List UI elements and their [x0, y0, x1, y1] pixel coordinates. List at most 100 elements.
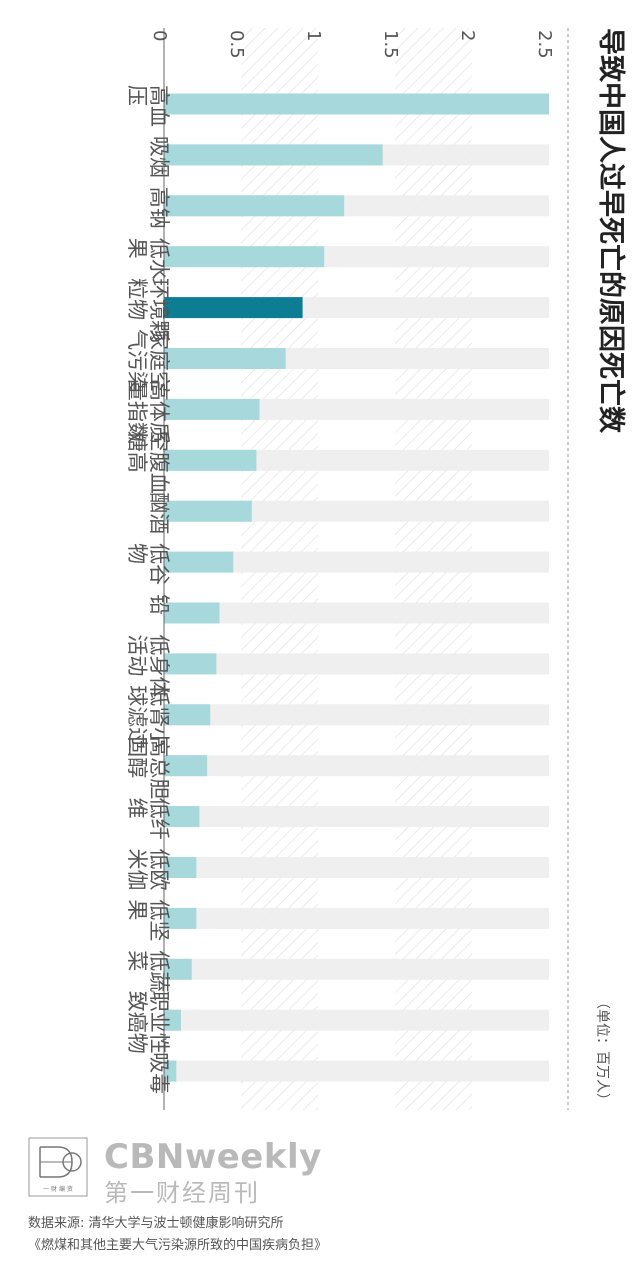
- unit-label: （单位：百万人）: [594, 995, 610, 1107]
- category-labels: 高血压吸烟高钠低水果环境颗粒物家庭空气污染高体质量指数空腹血糖高酗酒低谷物铅低身…: [125, 85, 171, 1094]
- category-label-text: 菜: [125, 950, 149, 971]
- category-label-text: 果: [125, 899, 149, 920]
- tick-label: 2: [457, 30, 478, 41]
- category-label-text: 低身体: [147, 634, 171, 697]
- bar-track: [164, 1060, 549, 1082]
- bar: [164, 602, 220, 624]
- bar: [164, 93, 549, 115]
- bar-track: [164, 1009, 549, 1031]
- category-label-text: 固醇: [125, 736, 149, 778]
- category-label-text: 吸烟: [147, 136, 171, 178]
- category-label-text: 低水: [147, 238, 171, 280]
- bar: [164, 449, 257, 471]
- category-label-text: 低纤: [147, 798, 171, 840]
- bar-track: [164, 500, 549, 522]
- category-label-text: 酗酒: [147, 492, 171, 534]
- category-label-text: 低坚: [147, 899, 171, 941]
- tick-label: 1: [303, 30, 324, 41]
- bar: [164, 144, 383, 166]
- bar: [164, 704, 211, 726]
- category-label-text: 空腹血: [147, 431, 171, 494]
- bar: [164, 551, 234, 573]
- category-label: 吸烟: [147, 136, 171, 178]
- category-label-text: 球滤过: [125, 685, 149, 748]
- bar: [164, 958, 192, 980]
- bars: [164, 93, 549, 1082]
- bar: [164, 195, 345, 217]
- source-line-2: 《燃煤和其他主要大气污染源所致的中国疾病负担》: [28, 1238, 328, 1253]
- category-label-text: 吸毒: [147, 1052, 171, 1094]
- data-source: 数据来源: 清华大学与波士顿健康影响研究所 《燃煤和其他主要大气污染源所致的中国…: [28, 1213, 327, 1257]
- chart: 0 0.5 1 1.5 2 2.5 高血压吸烟高钠低水果环境颗粒物家庭空气污染高体质量指数…: [125, 28, 627, 1110]
- category-label-text: 低肾小: [147, 685, 171, 748]
- bar: [164, 398, 260, 420]
- category-label: 铅: [147, 594, 171, 615]
- bar-tracks: [164, 93, 549, 1082]
- category-label-text: 维: [125, 798, 149, 819]
- category-label: 低谷物: [125, 543, 171, 585]
- category-label-text: 家庭空: [147, 329, 171, 392]
- bar-track: [164, 449, 549, 471]
- category-label: 酗酒: [147, 492, 171, 534]
- category-label-text: 物: [125, 543, 149, 564]
- bar: [164, 806, 200, 828]
- footer: 一 财 编 资 CBNweekly 第一财经周刊 数据来源: 清华大学与波士顿健…: [0, 1125, 640, 1271]
- category-label-text: 糖高: [125, 431, 149, 473]
- category-label-text: 低欧: [147, 849, 171, 891]
- bar: [164, 1009, 181, 1031]
- bar-track: [164, 806, 549, 828]
- bar: [164, 907, 197, 929]
- bar-track: [164, 958, 549, 980]
- category-label-text: 铅: [147, 594, 171, 615]
- category-label-text: 气污染: [125, 329, 149, 392]
- bar-track: [164, 755, 549, 777]
- bar: [164, 348, 286, 369]
- category-label-text: 量指数: [125, 380, 149, 443]
- cbn-logo-icon: 一 财 编 资: [28, 1137, 88, 1197]
- bar-track: [164, 907, 549, 929]
- bar-track: [164, 857, 549, 878]
- tick-label: 1.5: [380, 30, 401, 59]
- category-label: 吸毒: [147, 1052, 171, 1094]
- category-label: 高血压: [125, 85, 171, 127]
- bar-track: [164, 398, 549, 420]
- category-label-text: 低谷: [147, 543, 171, 585]
- bar: [164, 246, 325, 268]
- category-label: 低蔬菜: [125, 950, 171, 992]
- category-label-text: 环境颗: [147, 278, 171, 341]
- bar: [164, 653, 217, 675]
- tick-label: 0.5: [226, 30, 247, 59]
- bar-track: [164, 551, 549, 573]
- bar: [164, 755, 208, 777]
- brand-subtitle: 第一财经周刊: [104, 1179, 260, 1207]
- bar: [164, 500, 252, 522]
- bar-track: [164, 704, 549, 726]
- category-label: 高钠: [147, 187, 171, 229]
- category-label-text: 压: [125, 85, 149, 106]
- tick-label: 2.5: [534, 30, 555, 59]
- category-label-text: 果: [125, 238, 149, 259]
- category-label-text: 高体质: [147, 380, 171, 443]
- category-label: 低坚果: [125, 899, 171, 941]
- category-label-text: 活动: [125, 634, 149, 676]
- bar-track: [164, 602, 549, 624]
- bar-track: [164, 653, 549, 675]
- category-label-text: 高钠: [147, 187, 171, 229]
- category-label-text: 致癌物: [125, 991, 149, 1054]
- brand-name: CBNweekly: [104, 1137, 322, 1177]
- bar: [164, 297, 303, 319]
- bar: [164, 857, 197, 878]
- category-label-text: 低蔬: [147, 950, 171, 992]
- category-label-text: 米伽: [125, 849, 149, 891]
- tick-labels: 0 0.5 1 1.5 2 2.5: [149, 30, 555, 59]
- bar: [164, 1060, 177, 1082]
